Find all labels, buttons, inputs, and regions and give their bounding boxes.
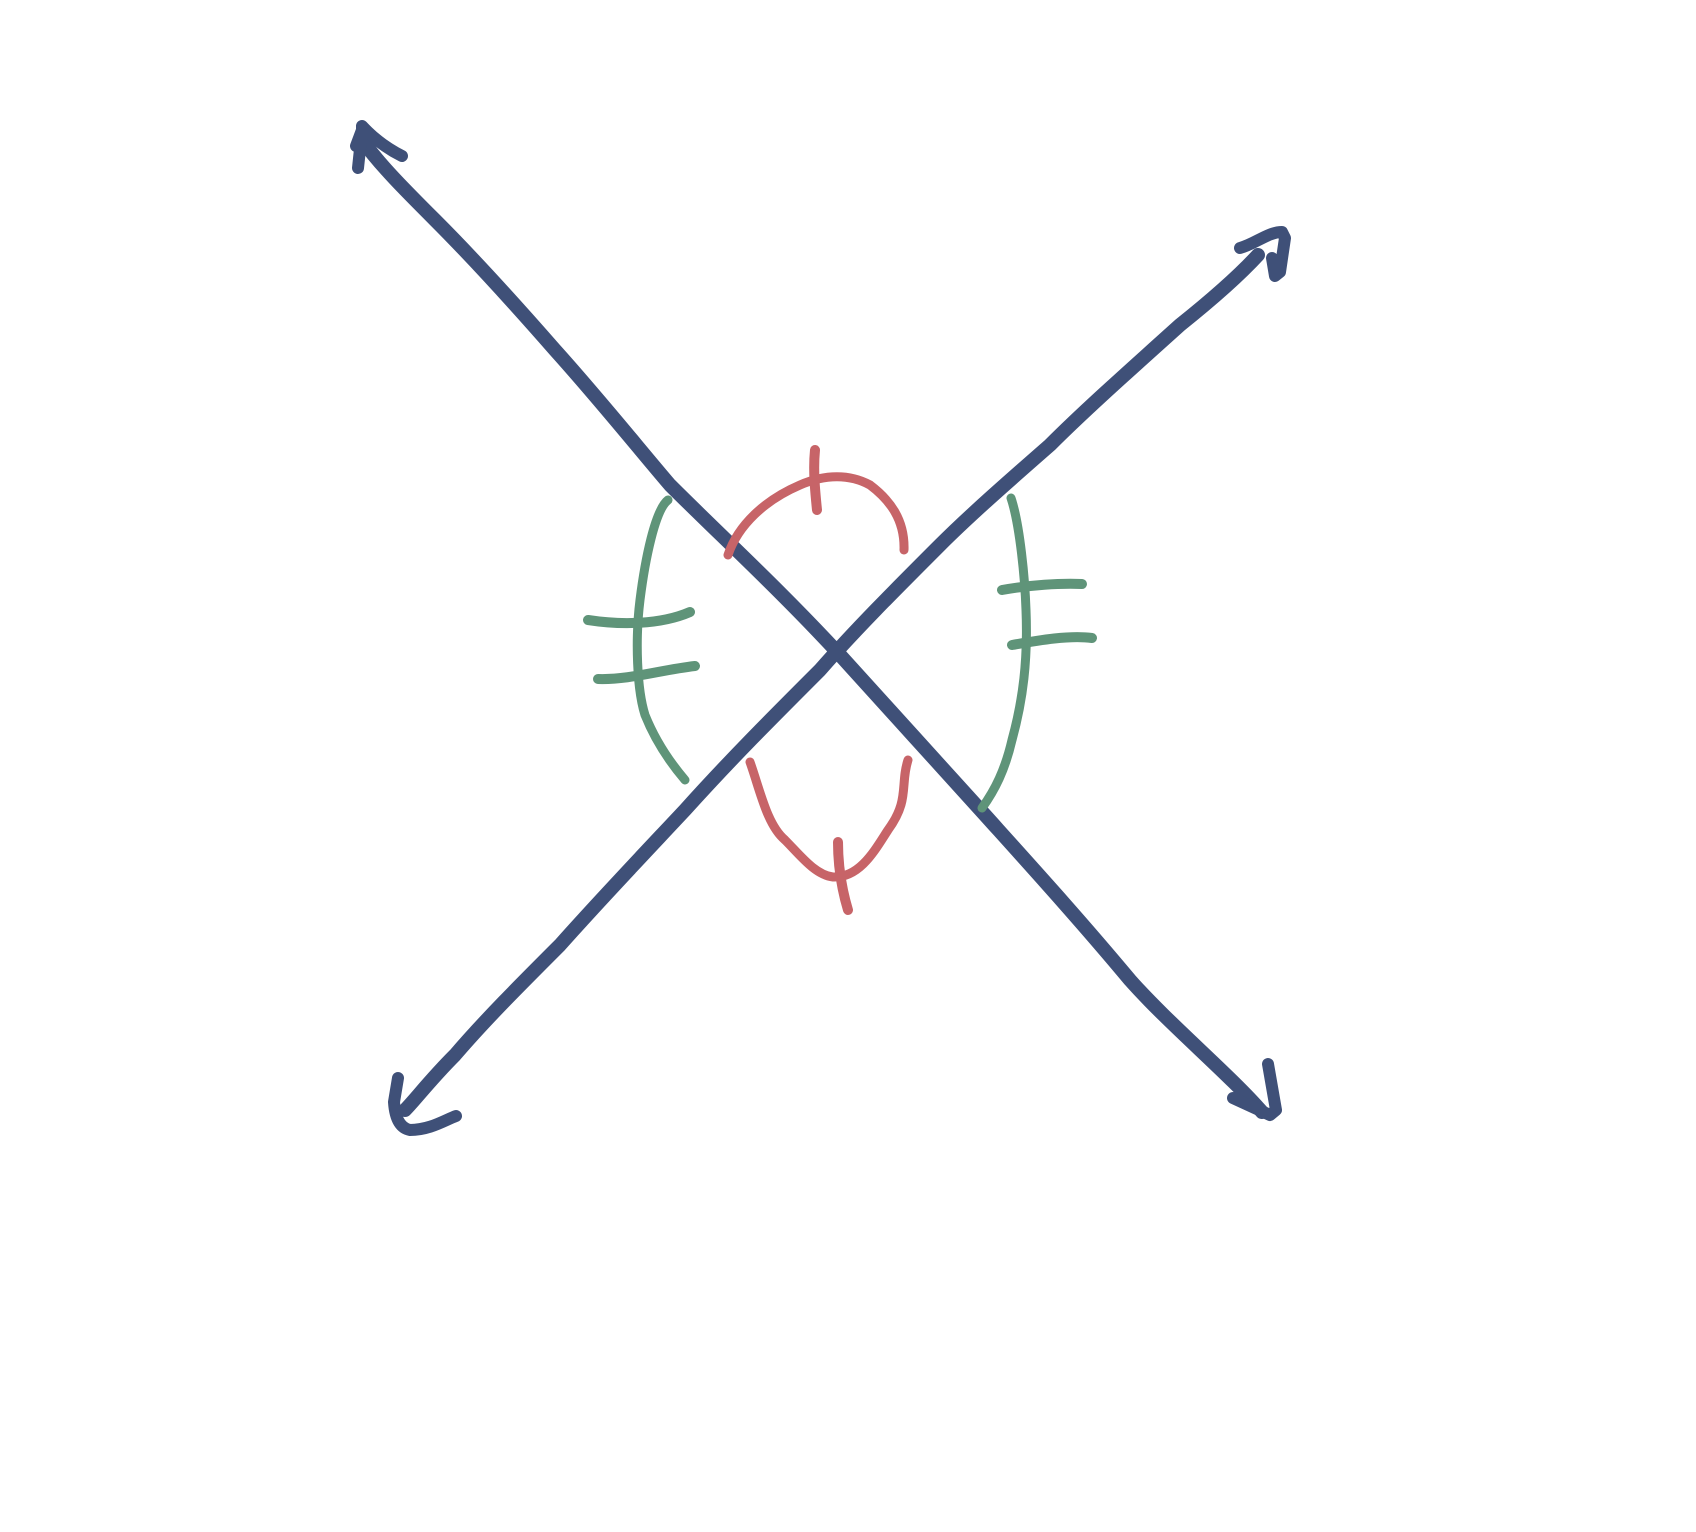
line-nw-se-segment — [362, 140, 1262, 1112]
top-angle — [728, 450, 904, 555]
left-angle — [588, 500, 695, 780]
right-angle-arc — [982, 498, 1026, 808]
right-angle-tick-1 — [1002, 584, 1082, 590]
left-angle-arc — [637, 500, 685, 780]
top-angle-tick — [814, 450, 817, 510]
left-angle-tick-2 — [598, 666, 695, 679]
right-angle — [982, 498, 1092, 808]
right-angle-tick-2 — [1012, 637, 1092, 645]
bottom-angle-arc — [750, 760, 908, 877]
bottom-angle — [750, 760, 908, 910]
line-nw-se — [356, 126, 1276, 1115]
